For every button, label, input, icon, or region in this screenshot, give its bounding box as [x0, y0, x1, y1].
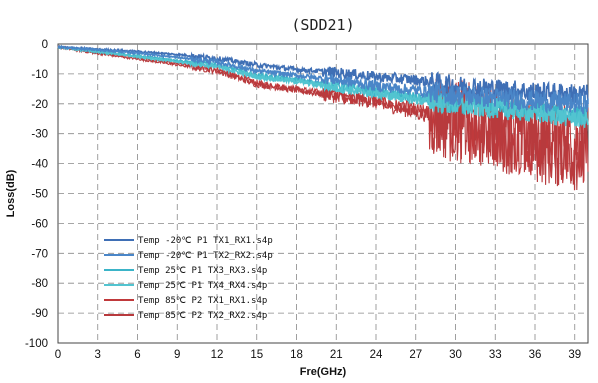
series-line	[57, 44, 589, 105]
x-tick-label: 24	[370, 349, 383, 361]
legend-label: Temp 25℃ P1 TX4_RX4.s4p	[138, 281, 267, 291]
x-tick-label: 30	[449, 349, 462, 361]
y-axis-label: Loss(dB)	[5, 169, 17, 217]
series-line	[57, 45, 589, 128]
series-layer	[57, 44, 589, 191]
x-axis-label: Fre(GHz)	[300, 366, 347, 378]
x-tick-label: 18	[290, 349, 303, 361]
y-tick-label: 0	[42, 39, 48, 51]
x-tick-label: 27	[409, 349, 422, 361]
legend-label: Temp 85℃ P2 TX1_RX1.s4p	[138, 296, 267, 306]
legend: Temp -20℃ P1 TX1_RX1.s4p Temp -20℃ P1 TX2…	[104, 236, 273, 321]
x-tick-label: 12	[211, 349, 224, 361]
y-tick-label: -30	[31, 129, 48, 141]
x-tick-label: 9	[174, 349, 180, 361]
x-tick-label: 21	[330, 349, 343, 361]
legend-label: Temp 25℃ P1 TX3_RX3.s4p	[138, 266, 267, 276]
x-tick-label: 36	[529, 349, 542, 361]
x-tick-label: 3	[95, 349, 101, 361]
x-tick-label: 6	[134, 349, 140, 361]
chart-title: (SDD21)	[291, 16, 354, 34]
y-tick-label: -100	[25, 338, 48, 350]
y-tick-labels: 0 -10 -20 -30 -40 -50 -60 -70 -80 -90 -100	[25, 39, 48, 350]
y-tick-label: -50	[31, 189, 48, 201]
legend-label: Temp -20℃ P1 TX2_RX2.s4p	[138, 251, 273, 261]
legend-label: Temp -20℃ P1 TX1_RX1.s4p	[138, 236, 273, 246]
y-tick-label: -70	[31, 248, 48, 260]
x-tick-label: 15	[250, 349, 263, 361]
x-tick-label: 0	[55, 349, 61, 361]
series-line	[57, 44, 589, 115]
legend-label: Temp 85℃ P2 TX2_RX2.s4p	[138, 311, 267, 321]
x-tick-labels: 0 3 6 9 12 15 18 21 24 27 30 33 36 39	[55, 349, 581, 361]
x-tick-label: 39	[568, 349, 581, 361]
y-tick-label: -40	[31, 159, 48, 171]
y-tick-label: -60	[31, 218, 48, 230]
y-tick-label: -90	[31, 308, 48, 320]
y-tick-label: -10	[31, 69, 48, 81]
y-tick-label: -80	[31, 278, 48, 290]
y-tick-label: -20	[31, 99, 48, 111]
x-tick-label: 33	[489, 349, 502, 361]
